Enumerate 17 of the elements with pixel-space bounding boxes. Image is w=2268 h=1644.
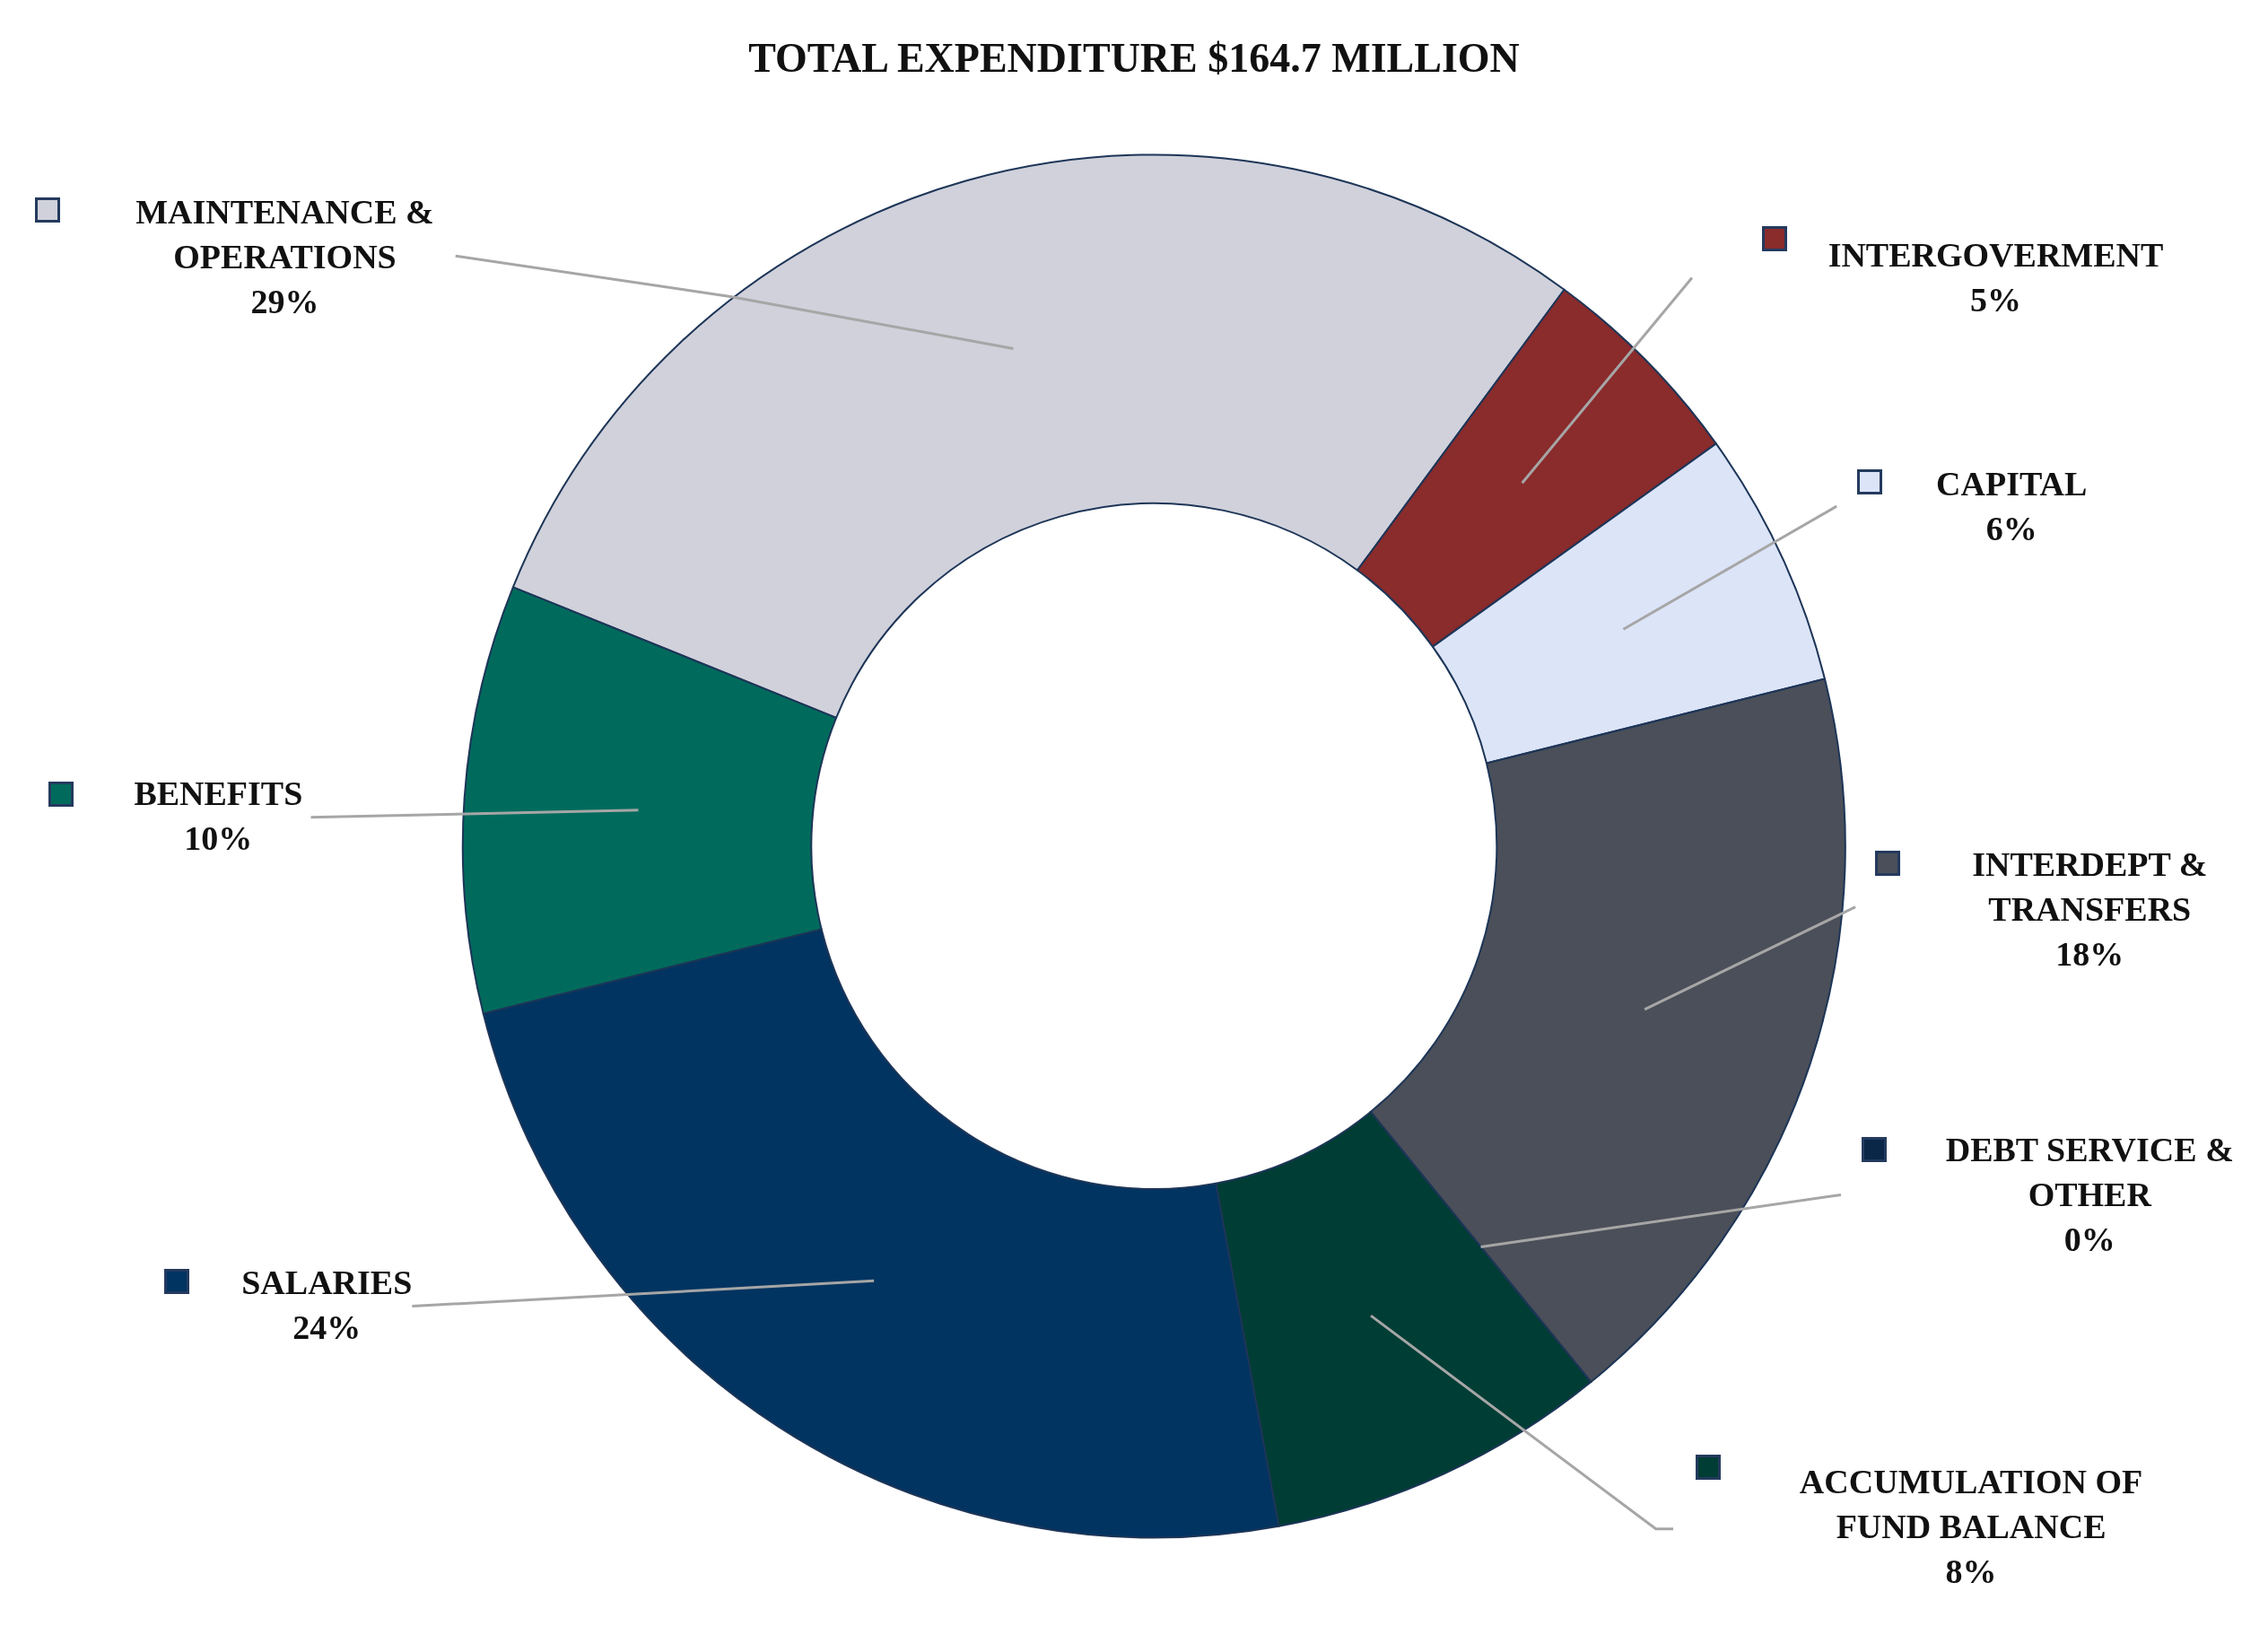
data-label: 24% <box>292 1307 362 1348</box>
legend-label: SALARIES <box>240 1263 414 1303</box>
text: 0% <box>2063 1220 2115 1258</box>
legend-label: BENEFITS <box>133 774 304 815</box>
legend-label: MAINTENANCE & OPERATIONS <box>135 192 435 278</box>
data-label: 10% <box>183 818 254 860</box>
data-label: 5% <box>1969 280 2022 321</box>
legend-label: INTERDEPT & TRANSFERS <box>1971 844 2209 931</box>
data-label: 18% <box>2054 934 2125 975</box>
legend-label: CAPITAL <box>1935 464 2089 505</box>
legend-label: INTERGOVERMENT <box>1827 235 2165 276</box>
legend-label: ACCUMULATION OF FUND BALANCE <box>1798 1462 2144 1548</box>
data-label: 6% <box>1984 509 2038 550</box>
legend-label: DEBT SERVICE & OTHER <box>1944 1129 2235 1215</box>
chart-title: TOTAL EXPENDITURE $164.7 MILLION <box>748 34 1520 81</box>
data-label: 29% <box>249 282 320 323</box>
data-label: 8% <box>1944 1552 1998 1593</box>
